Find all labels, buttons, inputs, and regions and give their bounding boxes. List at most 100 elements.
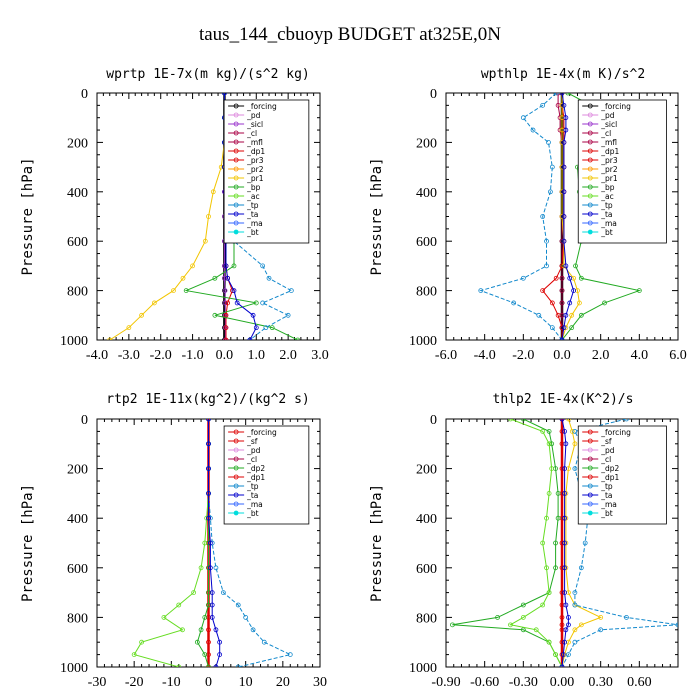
data-point [636, 288, 642, 294]
data-point [266, 275, 272, 281]
legend-label: _cl [600, 129, 611, 138]
series-line-cl [561, 419, 602, 667]
legend-label: _pr1 [246, 174, 264, 183]
legend-label: _mfl [246, 138, 263, 147]
legend-label: _dp1 [600, 147, 619, 156]
legend-label: _cl [600, 455, 611, 464]
data-point [209, 590, 215, 595]
x-tick-label: -2.0 [150, 348, 172, 363]
legend-label: _forcing [246, 428, 277, 437]
data-point [206, 627, 211, 633]
data-point [555, 93, 561, 96]
legend-marker [587, 465, 593, 471]
data-point [566, 419, 571, 422]
data-point [546, 441, 552, 447]
data-point [287, 652, 293, 657]
x-tick-label: 0 [205, 675, 212, 690]
data-point [561, 189, 567, 195]
data-point [206, 664, 211, 667]
data-point [220, 590, 226, 595]
y-tick-label: 400 [416, 512, 437, 527]
panel-3: rtp2 1E-11x(kg^2)/(kg^2 s) Pressure [hPa]… [20, 392, 327, 690]
legend-marker [233, 501, 239, 507]
data-point [202, 652, 208, 657]
data-point [190, 263, 195, 269]
data-point [559, 93, 565, 96]
legend-label: _sicl [246, 120, 263, 129]
data-point [217, 639, 223, 645]
x-tick-label: -3.0 [118, 348, 140, 363]
data-point [559, 622, 565, 628]
legend-marker [587, 456, 593, 462]
legend-label: _bt [600, 509, 613, 518]
data-point [209, 615, 215, 620]
data-point [598, 615, 604, 620]
data-point [206, 441, 211, 447]
x-tick-label: -20 [125, 675, 144, 690]
data-point [559, 466, 565, 472]
panel-title: thlp2 1E-4x(K^2)/s [493, 392, 634, 407]
y-tick-label: 800 [416, 611, 437, 626]
data-point [559, 639, 565, 645]
legend-label: _tp [600, 482, 613, 491]
legend-label: _bt [246, 509, 259, 518]
data-point [569, 312, 575, 318]
data-point [263, 325, 269, 331]
legend-marker [587, 447, 593, 453]
data-point [544, 515, 549, 521]
legend-label: _ma [246, 500, 263, 509]
legend-label: _forcing [600, 428, 631, 437]
data-point [563, 263, 569, 269]
legend-marker [587, 220, 593, 226]
data-point [520, 602, 526, 608]
data-point [213, 664, 219, 667]
data-point [508, 419, 513, 422]
data-point [210, 189, 216, 195]
legend-label: _dp1 [246, 473, 265, 482]
data-point [563, 127, 569, 133]
data-point [250, 312, 256, 318]
series-line-dp1 [542, 93, 565, 340]
y-tick-label: 1000 [409, 334, 437, 349]
data-point [559, 300, 565, 306]
data-point [578, 275, 584, 281]
y-tick-label: 400 [67, 186, 88, 201]
legend-marker [587, 148, 593, 154]
data-point [183, 288, 189, 294]
data-point [553, 275, 559, 281]
legend-marker [233, 148, 239, 154]
y-axis-label: Pressure [hPa] [369, 484, 385, 602]
data-point [624, 419, 629, 422]
data-point [559, 428, 565, 434]
legend-marker [233, 429, 239, 435]
y-tick-label: 400 [416, 186, 437, 201]
data-point [478, 288, 484, 294]
legend-label: _cl [246, 455, 257, 464]
panel-2: wpthlp 1E-4x(m K)/s^2 Pressure [hPa] -6.0 -… [369, 67, 687, 363]
legend-marker [587, 202, 593, 208]
legend-marker [587, 501, 593, 507]
y-tick-label: 1000 [60, 661, 88, 676]
legend-label: _ma [600, 500, 617, 509]
legend-label: _pr3 [246, 156, 264, 165]
data-point [222, 275, 227, 281]
x-tick-label: 1.0 [248, 348, 266, 363]
data-point [206, 466, 211, 472]
legend-label: _ac [246, 192, 259, 201]
data-point [572, 466, 578, 472]
x-tick-label: 30 [313, 675, 327, 690]
x-tick-label: 20 [276, 675, 290, 690]
data-point [191, 590, 197, 595]
legend-marker [233, 202, 239, 208]
legend-marker [233, 229, 239, 235]
legend-label: _bp [600, 183, 615, 192]
series-line-ta [561, 93, 575, 340]
data-point [566, 615, 571, 620]
data-point [549, 300, 555, 306]
data-point [559, 664, 565, 667]
legend-label: _dp1 [246, 147, 265, 156]
data-point [582, 540, 588, 546]
data-point [295, 337, 301, 340]
data-point [206, 515, 211, 521]
legend: _forcing_sf_pd_cl_dp2_dp1_tp_ta_ma_bt [223, 425, 310, 525]
